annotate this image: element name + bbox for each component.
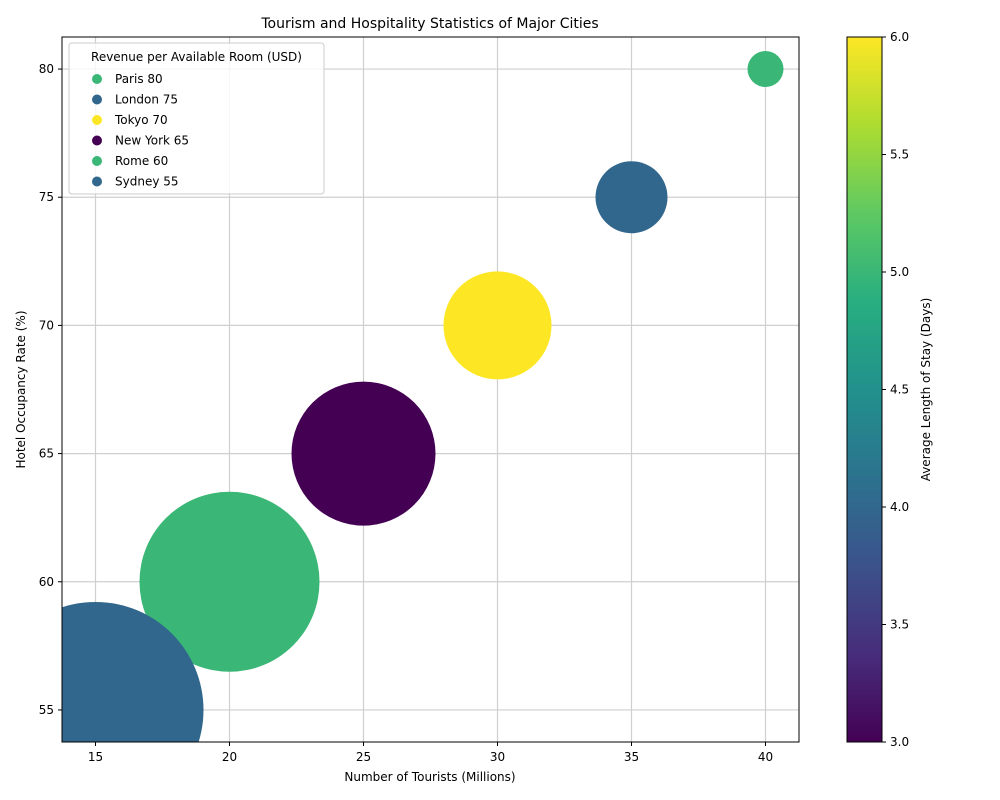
x-tick-label: 30 [490, 750, 505, 764]
legend-entry-label: London 75 [115, 93, 178, 107]
bubble-series [62, 51, 784, 742]
bubble-rome [139, 491, 320, 672]
bubble-sydney [62, 601, 204, 742]
colorbar-gradient [846, 36, 883, 743]
legend-entries: Paris 80 London 75 Tokyo 70 New York 65 Rome… [92, 72, 189, 189]
chart-title: Tourism and Hospitality Statistics of Ma… [260, 16, 598, 32]
y-tick-label: 55 [39, 703, 54, 717]
legend-marker [92, 176, 102, 187]
x-axis-label: Number of Tourists (Millions) [344, 770, 515, 784]
legend-entry-label: Tokyo 70 [114, 113, 168, 127]
x-tick-label: 25 [356, 750, 371, 764]
plot-frame [61, 36, 800, 743]
colorbar-tick-label: 6.0 [890, 30, 909, 44]
colorbar-label: Average Length of Stay (Days) [919, 298, 933, 482]
legend-marker [92, 115, 102, 125]
y-tick-label: 75 [39, 190, 54, 204]
colorbar: 3.0 3.5 4.0 4.5 5.0 5.5 6.0 Average Length of … [846, 30, 933, 749]
x-tick-label: 20 [222, 750, 237, 764]
y-tick-label: 70 [39, 318, 54, 332]
legend-entry-label: New York 65 [115, 134, 189, 148]
legend-marker [92, 74, 102, 84]
colorbar-tick-label: 4.5 [890, 383, 909, 397]
y-axis-ticks: 55 60 65 70 75 80 [39, 62, 62, 717]
colorbar-tick-label: 3.5 [890, 618, 909, 632]
colorbar-tick-label: 5.0 [890, 265, 909, 279]
legend-marker [92, 135, 102, 146]
x-axis-ticks: 15 20 25 30 35 40 [88, 742, 773, 764]
legend-frame [68, 42, 325, 195]
legend-title: Revenue per Available Room (USD) [91, 50, 302, 64]
bubble-new-york [291, 381, 436, 526]
bubble-london [595, 161, 668, 234]
legend-entry-label: Sydney 55 [115, 175, 179, 189]
y-tick-label: 65 [39, 447, 54, 461]
y-tick-label: 80 [39, 62, 54, 76]
x-tick-label: 15 [88, 750, 103, 764]
legend: Revenue per Available Room (USD) Paris 8… [68, 42, 325, 195]
colorbar-ticks: 3.0 3.5 4.0 4.5 5.0 5.5 6.0 [882, 30, 909, 749]
legend-entry-label: Paris 80 [115, 72, 163, 86]
x-tick-label: 35 [624, 750, 639, 764]
legend-marker [92, 94, 102, 105]
legend-entry-label: Rome 60 [115, 154, 168, 168]
bubble-paris [747, 51, 784, 88]
colorbar-tick-label: 3.0 [890, 735, 909, 749]
colorbar-tick-label: 4.0 [890, 500, 909, 514]
legend-marker [92, 156, 102, 166]
x-tick-label: 40 [758, 750, 773, 764]
bubble-tokyo [443, 271, 552, 380]
colorbar-tick-label: 5.5 [890, 148, 909, 162]
y-tick-label: 60 [39, 575, 54, 589]
y-axis-label: Hotel Occupancy Rate (%) [14, 310, 28, 468]
